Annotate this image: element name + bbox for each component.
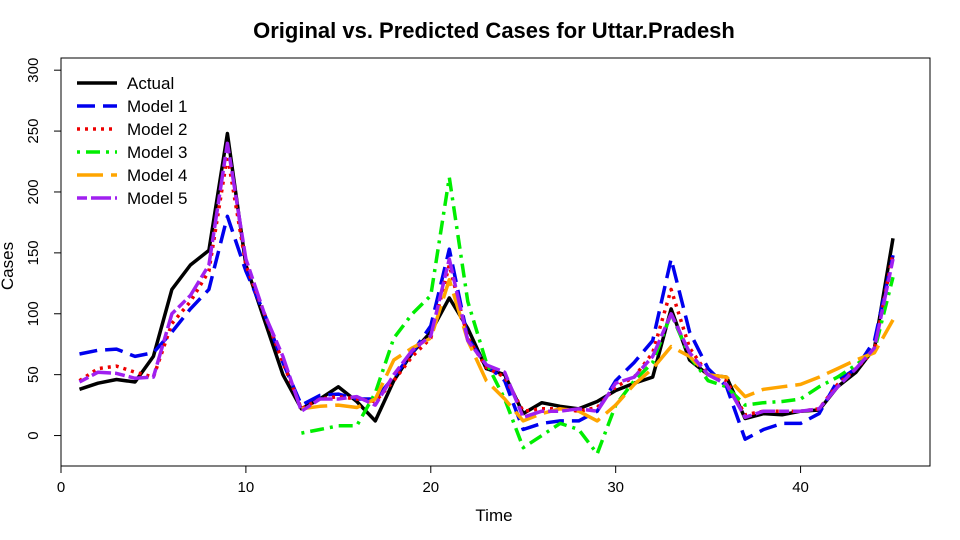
y-tick-label: 0 [25,431,42,439]
legend-label: Model 2 [127,120,187,139]
y-axis: 0 50 100 150 200 250 300 [25,58,62,440]
y-tick-label: 300 [25,58,42,83]
series-line-model-5 [78,141,895,420]
legend-label: Model 5 [127,189,187,208]
x-tick-label: 0 [57,479,65,496]
series-line-model-1 [79,214,895,441]
y-tick-label: 150 [25,240,42,265]
legend: Actual Model 1 Model 2 Model 3 Model 4 Model … [77,74,187,208]
plot-area-frame [60,57,931,467]
x-tick-label: 30 [607,479,624,496]
legend-label: Model 4 [127,166,187,185]
legend-label: Actual [127,74,174,93]
series-layer [78,131,895,456]
x-axis: 0 10 20 30 40 [57,465,809,496]
y-tick-label: 250 [25,119,42,144]
legend-label: Model 3 [127,143,187,162]
legend-label: Model 1 [127,97,187,116]
series-line-model-3 [301,175,895,456]
y-axis-label: Cases [0,242,17,290]
x-tick-label: 10 [238,479,255,496]
x-tick-label: 40 [792,479,809,496]
series-line-model-2 [78,153,895,417]
y-tick-label: 200 [25,179,42,204]
x-tick-label: 20 [422,479,439,496]
y-tick-label: 50 [25,366,42,383]
chart-title: Original vs. Predicted Cases for Uttar.P… [253,18,735,43]
x-axis-label: Time [475,506,512,525]
series-line-model-4 [301,277,895,423]
y-tick-label: 100 [25,301,42,326]
